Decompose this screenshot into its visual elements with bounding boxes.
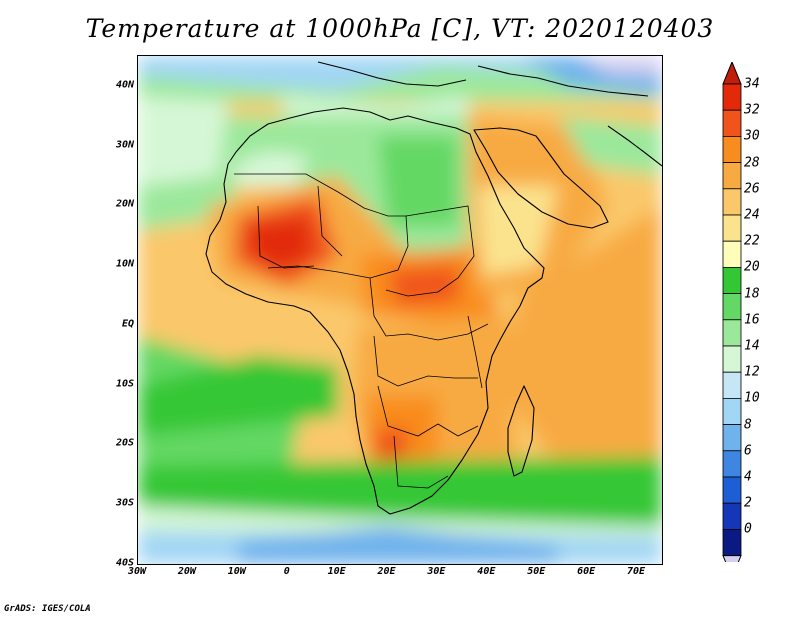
colorbar-bottom-arrow <box>722 555 742 562</box>
colorbar-swatch <box>722 293 742 321</box>
chart-title: Temperature at 1000hPa [C], VT: 20201204… <box>85 14 715 43</box>
colorbar-swatch <box>722 502 742 530</box>
colorbar-label: 32 <box>744 102 760 118</box>
colorbar-swatch <box>722 528 742 556</box>
y-tick-label: 30N <box>115 139 134 151</box>
colorbar-swatch <box>722 109 742 137</box>
colorbar-label: 34 <box>744 76 760 92</box>
colorbar-swatch <box>722 240 742 268</box>
colorbar-label: 20 <box>744 259 760 275</box>
colorbar-label: 4 <box>744 469 752 485</box>
colorbar <box>722 62 742 562</box>
colorbar-label: 26 <box>744 181 760 197</box>
y-tick-label: 10S <box>115 378 134 390</box>
colorbar-swatch <box>722 214 742 242</box>
grads-credit: GrADS: IGES/COLA <box>4 604 91 614</box>
y-tick-label: 30S <box>115 497 134 509</box>
colorbar-swatch <box>722 450 742 478</box>
x-tick-label: 40E <box>477 566 496 577</box>
colorbar-swatch <box>722 345 742 373</box>
temperature-field <box>138 56 662 564</box>
colorbar-swatch <box>722 188 742 216</box>
colorbar-swatch <box>722 266 742 294</box>
colorbar-label: 22 <box>744 233 760 249</box>
colorbar-swatch <box>722 371 742 399</box>
colorbar-label: 28 <box>744 155 760 171</box>
colorbar-label: 18 <box>744 286 760 302</box>
colorbar-swatch <box>722 476 742 504</box>
colorbar-swatch <box>722 83 742 111</box>
x-tick-label: 30W <box>127 566 147 577</box>
x-tick-label: 60E <box>577 566 596 577</box>
map-panel <box>137 55 663 565</box>
colorbar-label: 8 <box>744 417 752 433</box>
colorbar-swatch <box>722 162 742 190</box>
x-tick-label: 20W <box>177 566 196 577</box>
country-borders <box>234 173 489 489</box>
map-canvas <box>138 56 662 564</box>
colorbar-label: 2 <box>744 495 752 511</box>
y-tick-label: 10N <box>115 258 134 270</box>
colorbar-label: 14 <box>744 338 760 354</box>
colorbar-swatch <box>722 136 742 164</box>
colorbar-label: 0 <box>744 521 752 537</box>
y-tick-label: 20S <box>115 437 134 449</box>
colorbar-label: 16 <box>744 312 760 328</box>
x-tick-label: 20E <box>377 566 396 577</box>
colorbar-top-arrow <box>722 62 742 85</box>
y-tick-label: 40N <box>115 79 134 91</box>
colorbar-label: 30 <box>744 128 760 144</box>
x-tick-label: 10W <box>227 566 246 577</box>
y-tick-label: 40S <box>115 557 134 569</box>
colorbar-swatch <box>722 319 742 347</box>
x-tick-label: 30E <box>427 566 446 577</box>
colorbar-label: 10 <box>744 390 760 406</box>
coastlines <box>205 61 662 515</box>
y-tick-label: EQ <box>121 318 134 330</box>
colorbar-label: 12 <box>744 364 760 380</box>
colorbar-swatch <box>722 424 742 452</box>
colorbar-label: 24 <box>744 207 760 223</box>
colorbar-swatch <box>722 397 742 425</box>
colorbar-label: 6 <box>744 443 752 459</box>
x-tick-label: 0 <box>283 566 290 577</box>
x-tick-label: 70E <box>627 566 646 577</box>
x-tick-label: 10E <box>327 566 346 577</box>
x-tick-label: 50E <box>527 566 546 577</box>
y-tick-label: 20N <box>115 198 134 210</box>
